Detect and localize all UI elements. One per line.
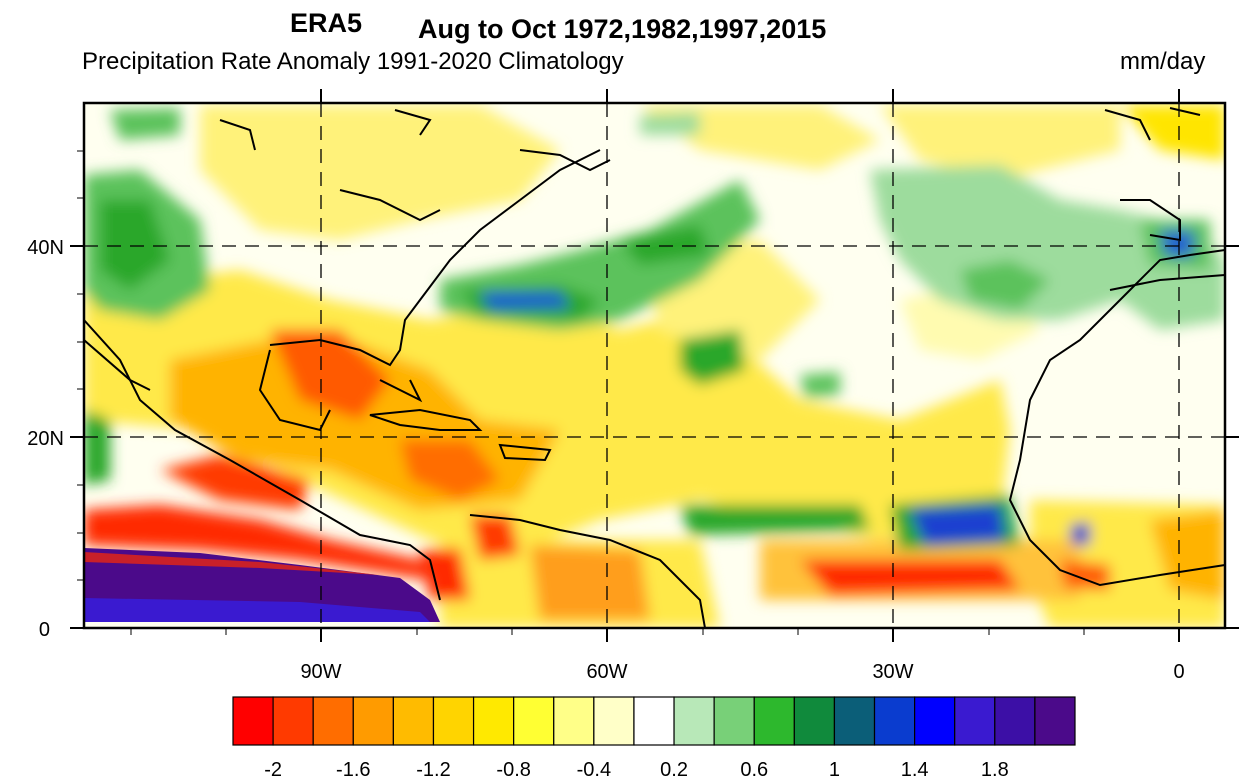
lat-tick-label: 0: [39, 619, 50, 641]
gridlines: [84, 103, 1225, 628]
map-frame: [82, 101, 1227, 630]
minor-ticks: [77, 150, 1085, 635]
colorbar-swatch: [914, 696, 956, 746]
colorbar-swatch: [553, 696, 595, 746]
lon-tick-label: 0: [1173, 661, 1184, 683]
colorbar-swatch: [873, 696, 916, 746]
coastlines: [84, 107, 1225, 628]
colorbar-swatch: [833, 696, 876, 746]
colorbar-labels: -2 -1.6 -1.2 -0.8 -0.4 0.2 0.6 1 1.4 1.8: [264, 759, 1009, 781]
colorbar-swatch: [673, 696, 715, 746]
colorbar-swatch: [793, 696, 836, 746]
anomaly-field: [84, 103, 1225, 628]
colorbar-tick-label: -2: [264, 759, 282, 781]
lat-tick-label: 40N: [27, 237, 64, 259]
colorbar-tick-label: -1.6: [336, 759, 370, 781]
colorbar-swatch: [753, 696, 795, 746]
colorbar-tick-label: -1.2: [416, 759, 450, 781]
colorbar-swatch: [633, 696, 675, 746]
dataset-title: ERA5: [290, 8, 363, 38]
lon-tick-label: 60W: [586, 661, 627, 683]
colorbar-swatch: [392, 696, 435, 746]
colorbar-tick-label: -0.8: [496, 759, 530, 781]
colorbar-swatch: [1034, 696, 1076, 746]
lon-tick-label: 90W: [300, 661, 341, 683]
colorbar-tick-label: 1.8: [981, 759, 1009, 781]
tick-marks: [70, 89, 1239, 642]
colorbar-tick-label: 1.4: [901, 759, 929, 781]
colorbar-tick-label: -0.4: [577, 759, 611, 781]
colorbar-swatch: [312, 696, 354, 746]
colorbar-swatch: [352, 696, 394, 746]
lon-tick-label: 30W: [872, 661, 913, 683]
units-label: mm/day: [1120, 48, 1206, 75]
colorbar: [232, 696, 1076, 746]
colorbar-swatch: [593, 696, 635, 746]
lat-tick-label: 20N: [27, 428, 64, 450]
colorbar-swatch: [713, 696, 755, 746]
colorbar-swatch: [513, 696, 555, 746]
colorbar-swatch: [472, 696, 515, 746]
colorbar-tick-label: 0.2: [660, 759, 688, 781]
colorbar-tick-label: 0.6: [740, 759, 768, 781]
period-title: Aug to Oct 1972,1982,1997,2015: [418, 14, 827, 44]
colorbar-swatch: [272, 696, 314, 746]
colorbar-swatch: [994, 696, 1036, 746]
field-subtitle: Precipitation Rate Anomaly 1991-2020 Cli…: [82, 48, 624, 75]
colorbar-swatch: [432, 696, 475, 746]
colorbar-swatch: [954, 696, 996, 746]
colorbar-tick-label: 1: [829, 759, 840, 781]
colorbar-swatch: [232, 696, 274, 746]
